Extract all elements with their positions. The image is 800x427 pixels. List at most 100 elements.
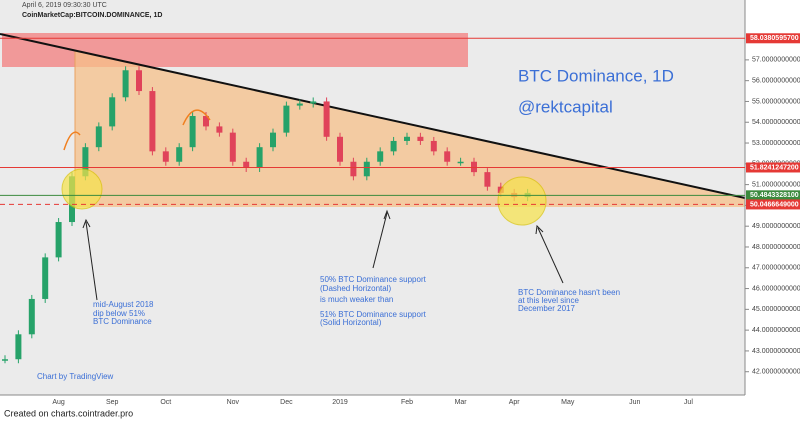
- candle: [283, 105, 290, 133]
- y-tick-label: 42.0000000000: [752, 369, 800, 376]
- x-tick-label: Mar: [455, 399, 468, 406]
- candle: [296, 103, 303, 106]
- candle: [28, 298, 35, 335]
- plot: [2, 66, 531, 364]
- candle: [189, 116, 196, 148]
- candle: [243, 161, 250, 168]
- chart-subtitle: @rektcapital: [518, 97, 613, 116]
- candle: [444, 151, 451, 162]
- candle: [350, 161, 357, 177]
- level-tag: [746, 162, 800, 173]
- highlight: [61, 168, 103, 210]
- arrow-head: [383, 209, 391, 220]
- y-tick-label: 55.0000000000: [752, 98, 800, 105]
- candle: [82, 147, 89, 177]
- candle: [404, 136, 410, 141]
- x-tick-label: Nov: [227, 399, 240, 406]
- candle: [176, 147, 183, 162]
- trendline: [0, 33, 746, 199]
- x-tick-label: Oct: [160, 399, 171, 406]
- arrow-head: [82, 218, 91, 229]
- candle: [310, 101, 317, 104]
- level-tag: [746, 33, 800, 44]
- candle: [390, 140, 397, 152]
- candle: [430, 140, 437, 152]
- arc-mark: [182, 109, 211, 126]
- candle: [109, 97, 116, 127]
- arrow: [372, 212, 388, 269]
- candle: [2, 359, 8, 361]
- level-label: 50.0466649000: [750, 201, 799, 208]
- y-tick-label: 53.0000000000: [752, 140, 800, 147]
- candle: [149, 91, 156, 152]
- candle: [337, 136, 343, 162]
- candle: [216, 126, 223, 133]
- y-tick-label: 56.0000000000: [752, 78, 800, 85]
- annotation: (Dashed Horizontal): [320, 284, 391, 293]
- arrow-head: [535, 224, 544, 235]
- arrow: [85, 221, 98, 301]
- candle: [42, 257, 49, 299]
- candle: [457, 161, 464, 164]
- x-tick-label: 2019: [332, 399, 348, 406]
- y-tick-label: 45.0000000000: [752, 306, 800, 313]
- candle: [377, 151, 384, 162]
- annotation: mid-August 2018: [93, 300, 154, 309]
- candle: [229, 132, 236, 162]
- y-tick-label: 47.0000000000: [752, 265, 800, 272]
- level-tag: [746, 190, 800, 201]
- candle: [162, 151, 169, 162]
- candle: [55, 222, 62, 258]
- annotation: 50% BTC Dominance support: [320, 275, 427, 284]
- y-tick-label: 48.0000000000: [752, 244, 800, 251]
- y-tick-label: 54.0000000000: [752, 119, 800, 126]
- x-tick-label: Dec: [280, 399, 293, 406]
- x-tick-label: May: [561, 399, 575, 406]
- x-tick-label: Aug: [52, 399, 65, 406]
- symbol: CoinMarketCap:BITCOIN.DOMINANCE, 1D: [22, 12, 162, 19]
- candle: [15, 334, 22, 360]
- timestamp: April 6, 2019 09:30:30 UTC: [22, 2, 107, 9]
- highlight: [497, 176, 547, 226]
- candle: [122, 70, 129, 98]
- x-tick-label: Sep: [106, 399, 119, 406]
- candle: [136, 70, 142, 92]
- x-tick-label: Jul: [684, 399, 693, 406]
- arc-mark: [63, 131, 81, 151]
- x-tick-label: Apr: [509, 399, 521, 406]
- annotation: at this level since: [518, 296, 579, 305]
- y-tick-label: 51.0000000000: [752, 181, 800, 188]
- candle: [256, 147, 263, 168]
- annotation: BTC Dominance: [93, 317, 152, 326]
- level-label: 51.8241247200: [750, 164, 799, 171]
- chart-title: BTC Dominance, 1D: [518, 66, 674, 85]
- annotation: is much weaker than: [320, 295, 393, 304]
- annotation: BTC Dominance hasn't been: [518, 288, 620, 297]
- annotation: dip below 51%: [93, 309, 145, 318]
- x-tick-label: Feb: [401, 399, 413, 406]
- y-tick-label: 43.0000000000: [752, 348, 800, 355]
- candle: [417, 136, 424, 141]
- y-tick-label: 44.0000000000: [752, 327, 800, 334]
- annotation: (Solid Horizontal): [320, 318, 382, 327]
- arrow: [537, 227, 564, 284]
- candle: [484, 172, 491, 187]
- candle: [203, 116, 209, 127]
- y-tick-label: 57.0000000000: [752, 57, 800, 64]
- level-label: 58.0380595700: [750, 35, 799, 42]
- level-tag: [746, 199, 800, 210]
- footer: Created on charts.cointrader.pro: [4, 408, 133, 418]
- candle: [95, 126, 102, 148]
- level-label: 50.4843328100: [750, 192, 799, 199]
- annotation: 51% BTC Dominance support: [320, 310, 427, 319]
- credit: Chart by TradingView: [37, 372, 114, 381]
- annotation: December 2017: [518, 304, 575, 313]
- y-tick-label: 46.0000000000: [752, 285, 800, 292]
- candle: [270, 132, 276, 148]
- candle: [323, 101, 330, 137]
- candle: [363, 161, 370, 177]
- y-tick-label: 49.0000000000: [752, 223, 800, 230]
- x-tick-label: Jun: [629, 399, 640, 406]
